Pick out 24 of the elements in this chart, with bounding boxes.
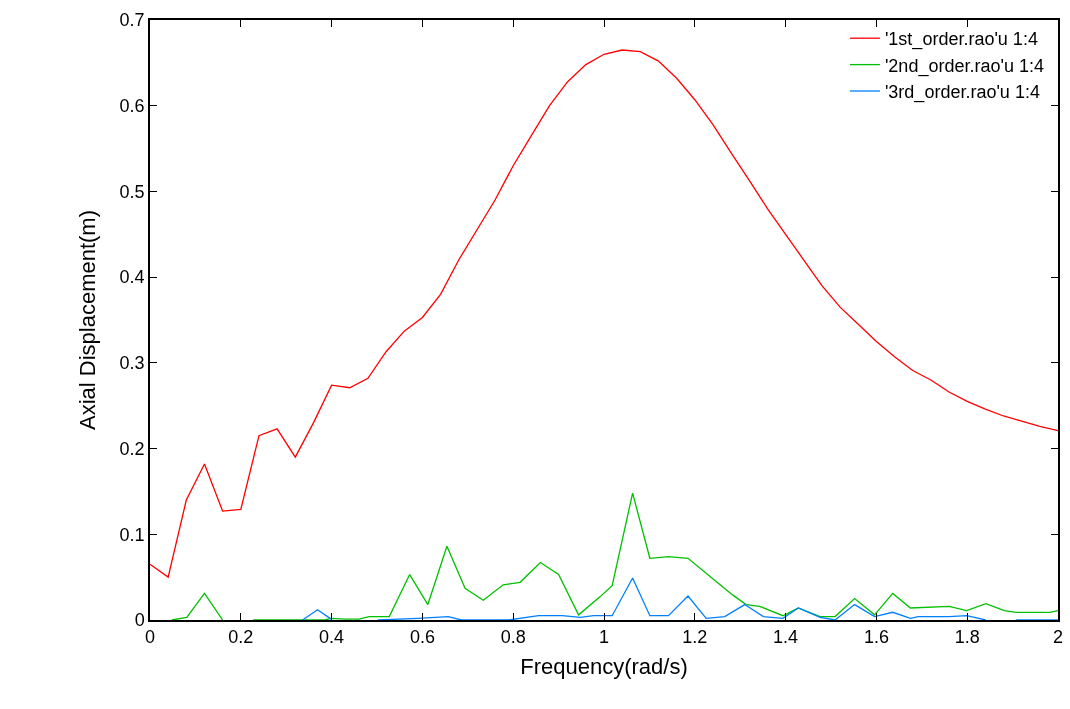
y-tick-label: 0.7 xyxy=(119,10,145,31)
x-tick-label: 1.2 xyxy=(682,627,708,648)
y-tick-label: 0.3 xyxy=(119,353,145,374)
y-tick-label: 0.1 xyxy=(119,524,145,545)
x-tick-label: 1.6 xyxy=(863,627,889,648)
x-tick-label: 1.8 xyxy=(954,627,980,648)
legend-label: '1st_order.rao'u 1:4 xyxy=(884,29,1038,51)
x-tick-label: 0.4 xyxy=(319,627,345,648)
y-axis-title: Axial Displacement(m) xyxy=(74,209,100,431)
x-tick-label: 1 xyxy=(598,627,610,648)
y-tick-label: 0.4 xyxy=(119,267,145,288)
legend-label: '2nd_order.rao'u 1:4 xyxy=(884,55,1044,77)
x-tick-label: 0.2 xyxy=(228,627,254,648)
x-tick-label: 1.4 xyxy=(773,627,799,648)
y-tick-label: 0.6 xyxy=(119,96,145,117)
line-series xyxy=(150,49,1058,578)
y-tick-label: 0.5 xyxy=(119,181,145,202)
x-axis-title: Frequency(rad/s) xyxy=(520,653,688,679)
y-tick-label: 0.2 xyxy=(119,438,145,459)
legend-label: '3rd_order.rao'u 1:4 xyxy=(884,82,1040,104)
x-tick-label: 0.6 xyxy=(409,627,435,648)
x-tick-label: 2 xyxy=(1052,627,1064,648)
x-tick-label: 0.8 xyxy=(500,627,526,648)
y-tick-label: 0 xyxy=(134,610,145,631)
